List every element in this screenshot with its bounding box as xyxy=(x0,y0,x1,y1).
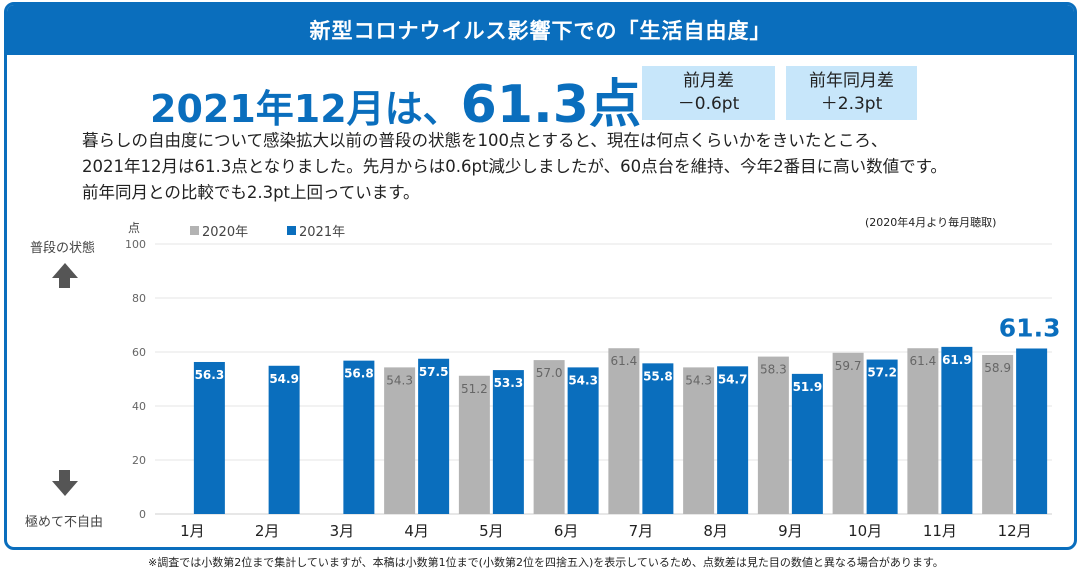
bar-2021 xyxy=(268,365,300,514)
x-tick-label: 11月 xyxy=(923,522,957,540)
headline-value: 61.3点 xyxy=(460,75,641,135)
x-tick-label: 4月 xyxy=(404,522,429,540)
bar-2021 xyxy=(791,373,823,514)
headline-prefix: 2021年12月は、 xyxy=(150,87,461,131)
y-tick-label: 80 xyxy=(132,292,146,305)
side-label-top: 普段の状態 xyxy=(30,241,96,256)
bar-label-2020: 54.3 xyxy=(386,373,413,387)
bar-label-2021: 51.9 xyxy=(793,380,823,394)
bar-2021 xyxy=(492,370,524,514)
x-tick-label: 12月 xyxy=(998,522,1032,540)
year-diff-box: 前年同月差 ＋2.3pt xyxy=(786,66,917,120)
bar-label-2021: 56.3 xyxy=(195,368,225,382)
description-line: 2021年12月は61.3点となりました。先月からは0.6pt減少しましたが、6… xyxy=(82,157,947,176)
bar-2020 xyxy=(608,348,640,514)
headline: 2021年12月は、61.3点 xyxy=(150,62,641,137)
bar-2021 xyxy=(343,360,375,514)
legend-label-2020: 2020年 xyxy=(202,225,248,240)
x-axis: 1月 2月 3月 4月 5月 6月 7月 8月 9月 10月 11月 12月 xyxy=(180,522,1032,540)
y-tick-label: 60 xyxy=(132,346,146,359)
month-diff-label: 前月差 xyxy=(683,71,734,91)
bar-2020 xyxy=(982,354,1014,514)
bar-2020 xyxy=(533,360,565,514)
bar-label-2021: 53.3 xyxy=(494,376,524,390)
bar-2020 xyxy=(683,367,715,514)
bar-2021 xyxy=(642,363,674,514)
header-title: 新型コロナウイルス影響下での「生活自由度」 xyxy=(7,5,1074,55)
down-arrow-icon xyxy=(52,470,78,496)
bar-2021 xyxy=(717,366,749,514)
y-tick-label: 40 xyxy=(132,400,146,413)
bar-label-2021: 55.8 xyxy=(643,369,673,383)
chart-grid xyxy=(155,243,1052,515)
bar-label-2021: 54.7 xyxy=(718,372,748,386)
y-tick-label: 100 xyxy=(125,238,146,251)
description-line: 前年同月との比較でも2.3pt上回っています。 xyxy=(82,183,420,202)
up-arrow-icon xyxy=(52,263,78,288)
description-line: 暮らしの自由度について感染拡大以前の普段の状態を100点とすると、現在は何点くら… xyxy=(82,131,888,150)
x-tick-label: 2月 xyxy=(255,522,280,540)
footnote: ※調査では小数第2位まで集計していますが、本稿は小数第1位まで(小数第2位を四捨… xyxy=(148,556,944,569)
x-tick-label: 1月 xyxy=(180,522,205,540)
y-tick-label: 20 xyxy=(132,454,146,467)
legend: 2020年 2021年 xyxy=(190,225,345,240)
x-tick-label: 7月 xyxy=(629,522,654,540)
bar-label-2021: 57.2 xyxy=(867,366,897,380)
legend-swatch-2020 xyxy=(190,226,199,235)
bar-2021 xyxy=(866,359,898,514)
bar-2020 xyxy=(384,367,416,514)
y-tick-label: 0 xyxy=(139,508,146,521)
bar-label-2020: 54.3 xyxy=(685,373,712,387)
bar-label-2020: 58.3 xyxy=(760,363,787,377)
bar-2021 xyxy=(193,361,225,514)
bar-label-2021: 57.5 xyxy=(419,365,449,379)
bar-label-2020: 59.7 xyxy=(835,359,862,373)
survey-note: (2020年4月より毎月聴取) xyxy=(865,216,997,229)
x-tick-label: 6月 xyxy=(554,522,579,540)
bar-2021 xyxy=(418,358,450,514)
x-tick-label: 3月 xyxy=(330,522,355,540)
legend-swatch-2021 xyxy=(287,226,296,235)
bar-2021 xyxy=(1016,348,1048,514)
bar-2020 xyxy=(907,348,939,514)
legend-label-2021: 2021年 xyxy=(299,225,345,240)
x-tick-label: 9月 xyxy=(778,522,803,540)
bar-2021 xyxy=(567,367,599,514)
month-diff-box: 前月差 －0.6pt xyxy=(642,66,775,120)
x-tick-label: 5月 xyxy=(479,522,504,540)
year-diff-label: 前年同月差 xyxy=(809,71,894,91)
bar-2020 xyxy=(832,352,864,514)
bar-label-2021: 54.3 xyxy=(568,373,598,387)
bar-label-2020: 57.0 xyxy=(536,366,563,380)
description: 暮らしの自由度について感染拡大以前の普段の状態を100点とすると、現在は何点くら… xyxy=(82,128,1062,206)
highlight-value-label: 61.3 xyxy=(999,313,1061,342)
bar-label-2020: 58.9 xyxy=(984,361,1011,375)
bar-label-2021: 56.8 xyxy=(344,367,374,381)
x-tick-label: 10月 xyxy=(848,522,882,540)
y-axis-unit: 点 xyxy=(128,221,140,235)
side-label-bottom: 極めて不自由 xyxy=(25,515,104,530)
bar-2021 xyxy=(941,346,973,514)
y-axis: 0 20 40 60 80 100 xyxy=(125,238,146,521)
bar-label-2020: 61.4 xyxy=(910,354,937,368)
x-tick-label: 8月 xyxy=(703,522,728,540)
month-diff-value: －0.6pt xyxy=(677,94,740,114)
bar-2020 xyxy=(458,375,490,514)
bar-label-2021: 61.9 xyxy=(942,353,972,367)
bars: 56.3 54.9 56.8 54.3 57.5 51.2 53.3 57.0 54.3 61.4… xyxy=(193,346,1048,514)
bar-label-2020: 51.2 xyxy=(461,382,488,396)
bar-label-2020: 61.4 xyxy=(611,354,638,368)
bar-label-2021: 54.9 xyxy=(269,372,299,386)
year-diff-value: ＋2.3pt xyxy=(820,94,883,114)
bar-2020 xyxy=(757,356,789,514)
